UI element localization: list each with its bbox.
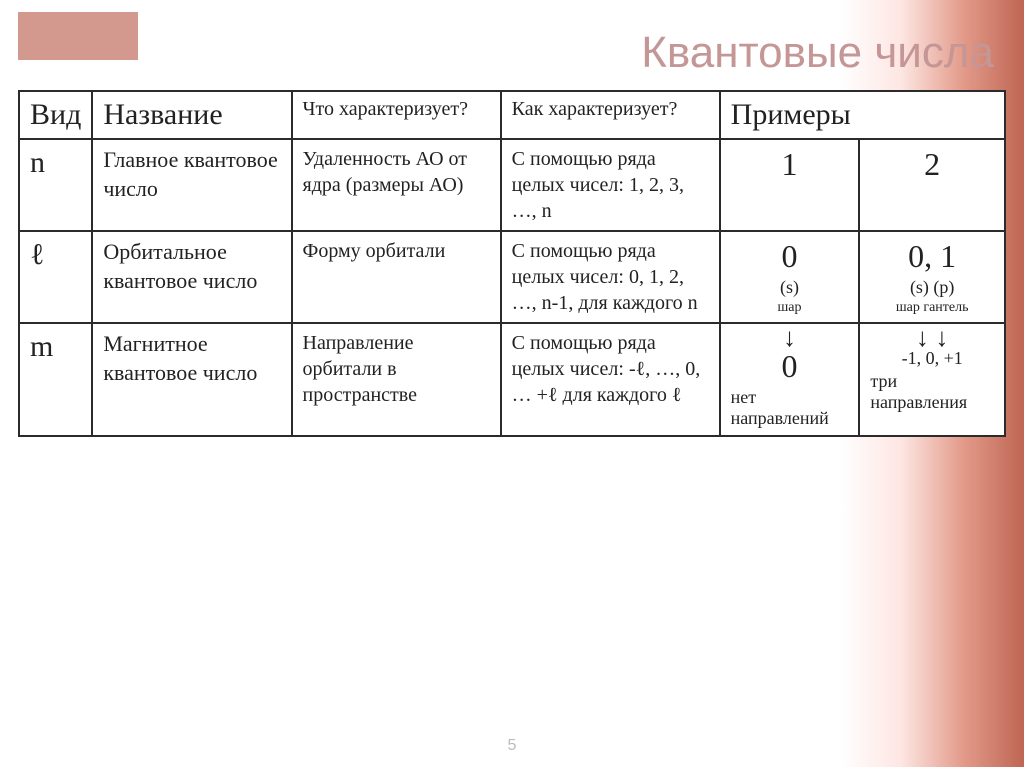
name: Главное квантовое число <box>92 139 291 231</box>
what: Удаленность АО от ядра (размеры АО) <box>292 139 501 231</box>
table-row: ℓ Орбитальное квантовое число Форму орби… <box>19 231 1005 323</box>
table-header-row: Вид Название Что характеризует? Как хара… <box>19 91 1005 139</box>
example-value: -1, 0, +1 <box>902 348 963 369</box>
table-row: n Главное квантовое число Удаленность АО… <box>19 139 1005 231</box>
example-value: 1 <box>782 146 798 183</box>
slide: Квантовые числа Вид Название Что характе… <box>0 0 1024 767</box>
example-value: 2 <box>924 146 940 183</box>
example-a: ↓ 0 нет направлений <box>720 323 860 436</box>
example-note: шар гантель <box>896 300 969 316</box>
symbol: m <box>19 323 92 436</box>
example-orbital: (s) (p) <box>910 277 954 298</box>
symbol: ℓ <box>19 231 92 323</box>
example-note: нет направлений <box>731 387 849 429</box>
slide-title: Квантовые числа <box>641 28 994 78</box>
col-name: Название <box>92 91 291 139</box>
name: Магнитное квантовое число <box>92 323 291 436</box>
example-note: три направления <box>870 371 994 413</box>
table-row: m Магнитное квантовое число Направление … <box>19 323 1005 436</box>
example-value: 0 <box>782 348 798 385</box>
col-what: Что характеризует? <box>292 91 501 139</box>
col-how: Как характеризует? <box>501 91 720 139</box>
what: Направление орбитали в пространстве <box>292 323 501 436</box>
col-examples: Примеры <box>720 91 1005 139</box>
how: С помощью ряда целых чисел: 0, 1, 2, …, … <box>501 231 720 323</box>
example-b: 0, 1 (s) (p) шар гантель <box>859 231 1005 323</box>
accent-bar <box>18 12 138 60</box>
arrow-down-icon: ↓ ↓ <box>916 330 949 346</box>
col-kind: Вид <box>19 91 92 139</box>
example-orbital: (s) <box>780 277 799 298</box>
quantum-numbers-table: Вид Название Что характеризует? Как хара… <box>18 90 1006 437</box>
example-a: 1 <box>720 139 860 231</box>
example-b: 2 <box>859 139 1005 231</box>
how: С помощью ряда целых чисел: -ℓ, …, 0, … … <box>501 323 720 436</box>
how: С помощью ряда целых чисел: 1, 2, 3, …, … <box>501 139 720 231</box>
symbol: n <box>19 139 92 231</box>
arrow-down-icon: ↓ <box>783 330 796 346</box>
example-b: ↓ ↓ -1, 0, +1 три направления <box>859 323 1005 436</box>
example-note: шар <box>778 300 802 316</box>
page-number: 5 <box>508 737 517 755</box>
example-value: 0 <box>782 238 798 275</box>
example-value: 0, 1 <box>908 238 956 275</box>
what: Форму орбитали <box>292 231 501 323</box>
name: Орбитальное квантовое число <box>92 231 291 323</box>
example-a: 0 (s) шар <box>720 231 860 323</box>
